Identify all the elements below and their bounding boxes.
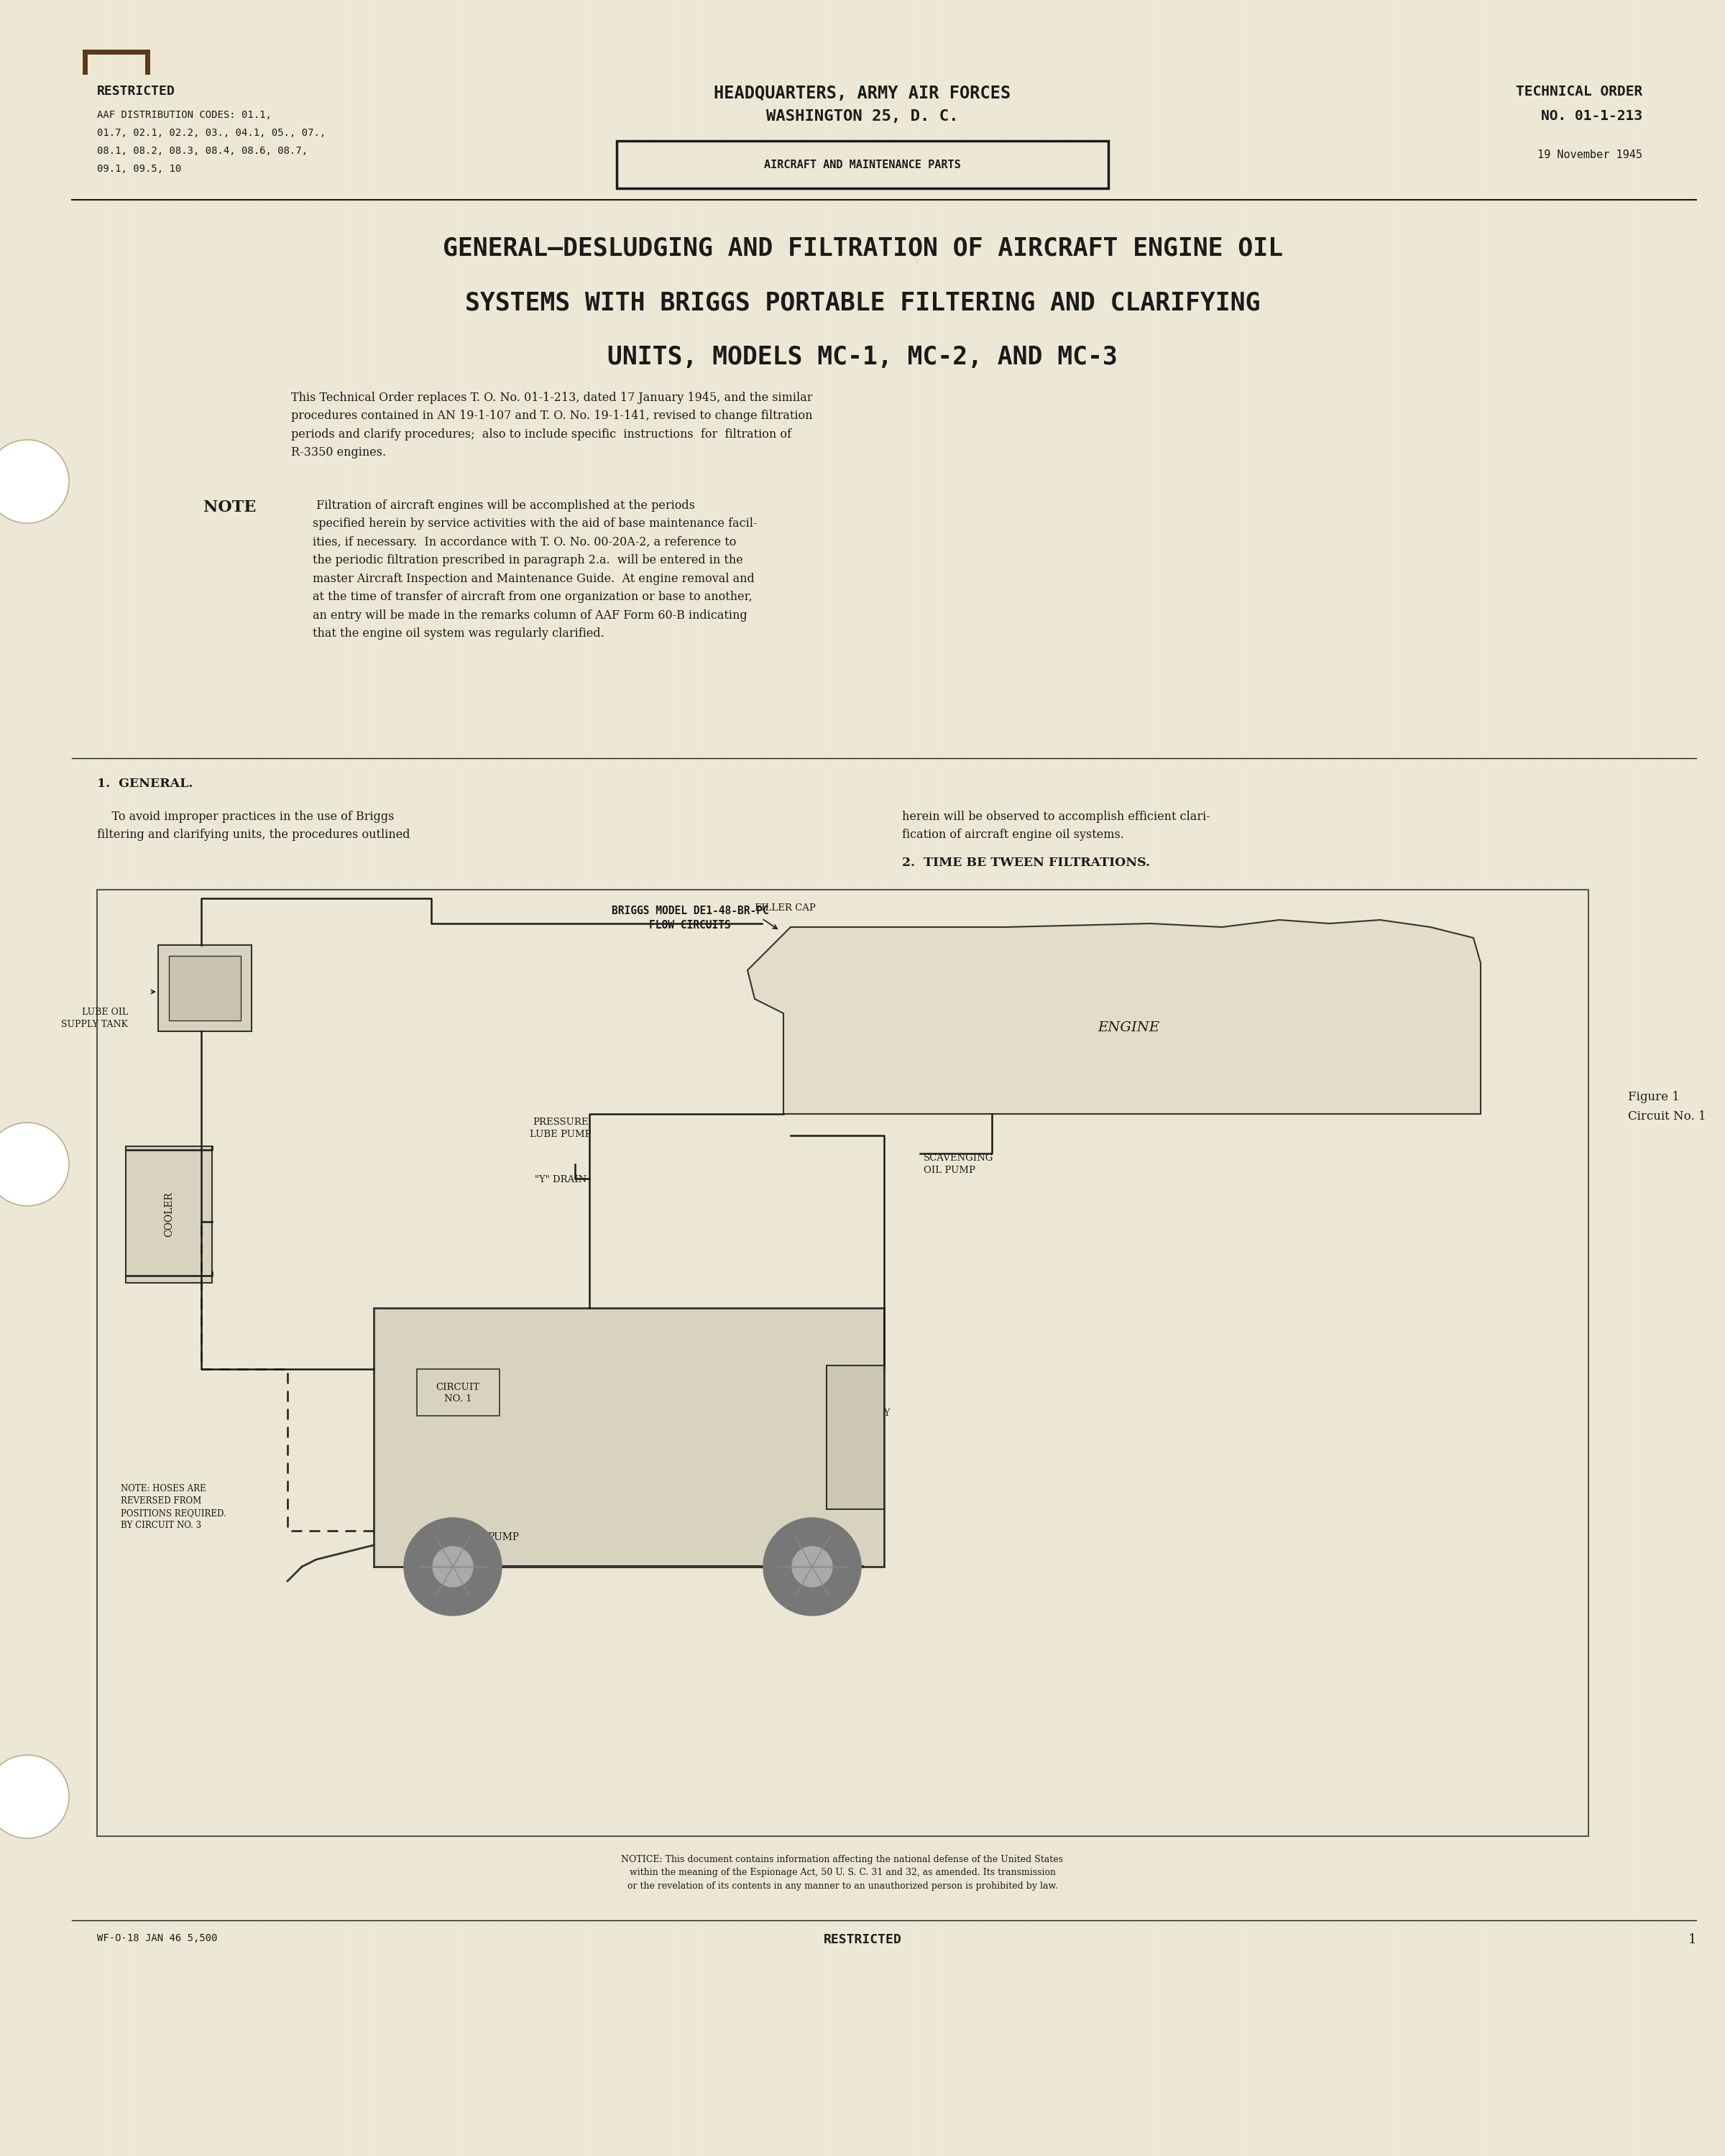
Circle shape bbox=[762, 1518, 861, 1615]
Text: PUMP: PUMP bbox=[486, 1533, 519, 1542]
PathPatch shape bbox=[747, 921, 1480, 1115]
Text: To avoid improper practices in the use of Briggs
filtering and clarifying units,: To avoid improper practices in the use o… bbox=[97, 811, 411, 841]
Bar bbox=[97, 890, 1589, 1837]
Text: LUBE OIL
SUPPLY TANK: LUBE OIL SUPPLY TANK bbox=[60, 1007, 128, 1028]
Text: RESTRICTED: RESTRICTED bbox=[823, 1934, 902, 1947]
Text: herein will be observed to accomplish efficient clari-
fication of aircraft engi: herein will be observed to accomplish ef… bbox=[902, 811, 1211, 841]
Bar bbox=[826, 1365, 885, 1509]
Text: GENERAL—DESLUDGING AND FILTRATION OF AIRCRAFT ENGINE OIL: GENERAL—DESLUDGING AND FILTRATION OF AIR… bbox=[442, 235, 1283, 261]
Text: 1: 1 bbox=[1689, 1934, 1696, 1947]
Text: SCAVENGING
OIL PUMP: SCAVENGING OIL PUMP bbox=[923, 1153, 994, 1175]
Text: ENGINE: ENGINE bbox=[1097, 1022, 1159, 1035]
Text: THREE-WAY
VALVES: THREE-WAY VALVES bbox=[830, 1408, 892, 1429]
Bar bbox=[126, 1147, 212, 1283]
Circle shape bbox=[0, 1123, 69, 1205]
Text: 08.1, 08.2, 08.3, 08.4, 08.6, 08.7,: 08.1, 08.2, 08.3, 08.4, 08.6, 08.7, bbox=[97, 147, 307, 155]
FancyBboxPatch shape bbox=[618, 140, 1109, 188]
Text: AIRCRAFT AND MAINTENANCE PARTS: AIRCRAFT AND MAINTENANCE PARTS bbox=[764, 160, 961, 170]
Circle shape bbox=[0, 440, 69, 524]
Text: PRESSURE
LUBE PUMP: PRESSURE LUBE PUMP bbox=[530, 1117, 592, 1138]
Text: HEADQUARTERS, ARMY AIR FORCES: HEADQUARTERS, ARMY AIR FORCES bbox=[714, 84, 1011, 101]
Circle shape bbox=[0, 1755, 69, 1839]
Circle shape bbox=[792, 1546, 833, 1587]
Text: SYSTEMS WITH BRIGGS PORTABLE FILTERING AND CLARIFYING: SYSTEMS WITH BRIGGS PORTABLE FILTERING A… bbox=[466, 291, 1259, 315]
Text: 2.  TIME BE TWEEN FILTRATIONS.: 2. TIME BE TWEEN FILTRATIONS. bbox=[902, 856, 1151, 869]
Text: NOTE: NOTE bbox=[204, 500, 255, 515]
Text: UNITS, MODELS MC-1, MC-2, AND MC-3: UNITS, MODELS MC-1, MC-2, AND MC-3 bbox=[607, 345, 1118, 369]
Bar bbox=[159, 944, 252, 1031]
Text: FILLER CAP: FILLER CAP bbox=[756, 903, 816, 912]
Text: AAF DISTRIBUTION CODES: 01.1,: AAF DISTRIBUTION CODES: 01.1, bbox=[97, 110, 271, 121]
Text: NOTICE: This document contains information affecting the national defense of the: NOTICE: This document contains informati… bbox=[621, 1854, 1063, 1891]
Circle shape bbox=[404, 1518, 502, 1615]
Text: NO. 01-1-213: NO. 01-1-213 bbox=[1540, 110, 1642, 123]
Text: CIRCUIT
NO. 1: CIRCUIT NO. 1 bbox=[436, 1382, 480, 1404]
Text: Figure 1
Circuit No. 1: Figure 1 Circuit No. 1 bbox=[1628, 1091, 1706, 1123]
Bar bbox=[97, 1839, 1589, 1912]
Text: WF-O-18 JAN 46 5,500: WF-O-18 JAN 46 5,500 bbox=[97, 1934, 217, 1943]
Text: BRIGGS MODEL DE1-48-BR-PC
FLOW CIRCUITS: BRIGGS MODEL DE1-48-BR-PC FLOW CIRCUITS bbox=[611, 906, 769, 931]
Text: COOLER: COOLER bbox=[164, 1192, 174, 1238]
Bar bbox=[374, 1309, 885, 1567]
Circle shape bbox=[433, 1546, 473, 1587]
Text: Filtration of aircraft engines will be accomplished at the periods
specified her: Filtration of aircraft engines will be a… bbox=[312, 500, 757, 640]
Text: RESTRICTED: RESTRICTED bbox=[97, 84, 176, 97]
Text: 19 November 1945: 19 November 1945 bbox=[1537, 149, 1642, 160]
Bar bbox=[417, 1369, 500, 1416]
Text: 09.1, 09.5, 10: 09.1, 09.5, 10 bbox=[97, 164, 181, 175]
Text: TECHNICAL ORDER: TECHNICAL ORDER bbox=[1516, 84, 1642, 99]
Text: 1.  GENERAL.: 1. GENERAL. bbox=[97, 778, 193, 789]
Text: NOTE: HOSES ARE
REVERSED FROM
POSITIONS REQUIRED.
BY CIRCUIT NO. 3: NOTE: HOSES ARE REVERSED FROM POSITIONS … bbox=[121, 1483, 226, 1531]
Text: "Y" DRAIN: "Y" DRAIN bbox=[535, 1175, 586, 1184]
Text: 01.7, 02.1, 02.2, 03., 04.1, 05., 07.,: 01.7, 02.1, 02.2, 03., 04.1, 05., 07., bbox=[97, 127, 326, 138]
Text: WASHINGTON 25, D. C.: WASHINGTON 25, D. C. bbox=[766, 110, 959, 123]
Text: This Technical Order replaces T. O. No. 01-1-213, dated 17 January 1945, and the: This Technical Order replaces T. O. No. … bbox=[292, 392, 812, 459]
Bar bbox=[169, 955, 242, 1020]
